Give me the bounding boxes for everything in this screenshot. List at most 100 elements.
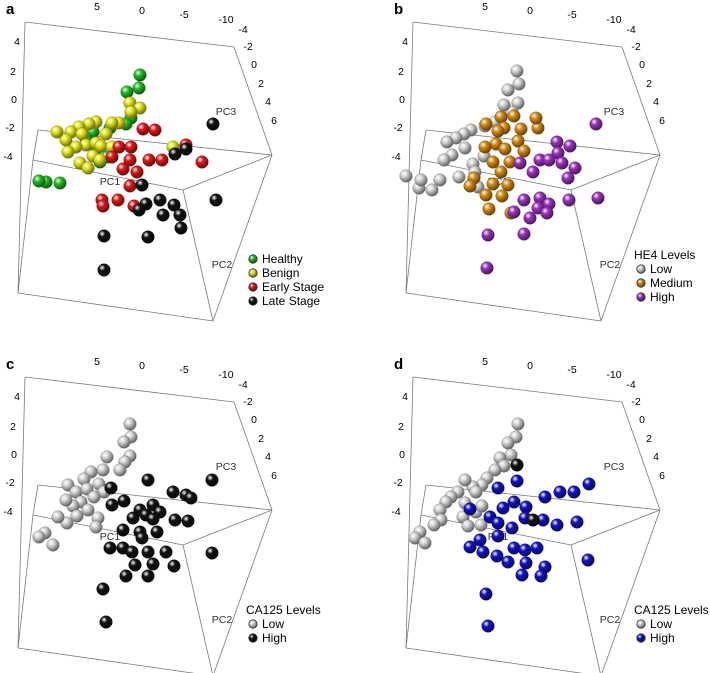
data-point [75, 127, 89, 141]
legend-label: Benign [262, 266, 299, 280]
data-point [117, 494, 131, 508]
data-point [507, 205, 521, 219]
top-tick-label: -10 [218, 14, 233, 26]
data-point [116, 523, 130, 537]
top-tick-label: 5 [482, 1, 488, 13]
legend-marker [248, 633, 258, 643]
data-point [60, 516, 74, 530]
left-tick-label: -4 [391, 151, 400, 163]
data-point [461, 519, 475, 533]
data-point [518, 543, 532, 557]
data-point [425, 183, 439, 197]
box-edge [17, 292, 214, 322]
legend-marker [248, 619, 258, 629]
axis-label-pc1: PC1 [100, 176, 121, 188]
data-point [486, 177, 500, 191]
right-tick-label: 2 [258, 78, 264, 90]
data-point [142, 153, 156, 167]
box-edge [182, 509, 273, 546]
right-tick-label: 6 [271, 470, 277, 482]
data-point [540, 206, 554, 220]
data-point [440, 135, 454, 149]
data-point [529, 111, 543, 125]
data-point [156, 208, 170, 222]
data-point [463, 540, 477, 554]
data-point [181, 514, 195, 528]
right-tick-label: -4 [238, 379, 247, 391]
data-point [591, 191, 605, 205]
left-tick-label: 4 [402, 36, 408, 48]
data-point [179, 142, 193, 156]
top-tick-label: 0 [139, 360, 145, 372]
legend-label: Healthy [262, 252, 303, 266]
data-point [135, 178, 149, 192]
data-point [501, 83, 515, 97]
data-point [589, 117, 603, 131]
right-tick-label: 6 [659, 115, 665, 127]
data-point [542, 153, 556, 167]
right-tick-label: 0 [251, 59, 257, 71]
box-edge [213, 509, 273, 673]
right-tick-label: 0 [639, 414, 645, 426]
data-point [510, 458, 524, 472]
points-layer [399, 64, 605, 275]
box-edge [601, 509, 661, 673]
data-point [97, 263, 111, 277]
data-point [146, 512, 160, 526]
box-edge [570, 544, 601, 673]
data-point [510, 64, 524, 78]
data-point [496, 501, 510, 515]
box-edge [412, 21, 623, 48]
left-tick-label: 4 [402, 391, 408, 403]
data-point [505, 521, 519, 535]
data-point [494, 165, 508, 179]
data-point [96, 463, 110, 477]
data-point [475, 499, 489, 513]
data-point [482, 202, 496, 216]
data-point [511, 417, 525, 431]
left-tick-label: -4 [391, 506, 400, 518]
box-edge [17, 21, 26, 294]
box-edge [570, 189, 602, 322]
data-point [61, 145, 75, 159]
box-frame [17, 376, 273, 673]
data-point [184, 491, 198, 505]
data-point [561, 171, 575, 185]
top-tick-label: -5 [179, 364, 188, 376]
box-edge [212, 154, 273, 322]
data-point [491, 124, 505, 138]
top-tick-label: -10 [218, 369, 233, 381]
data-point [120, 85, 134, 99]
data-point [116, 162, 130, 176]
legend-label: Early Stage [262, 280, 324, 294]
data-point [517, 227, 531, 241]
box-edge [405, 21, 414, 294]
legend-marker [248, 282, 258, 292]
data-point [141, 473, 155, 487]
data-point [511, 96, 525, 110]
top-tick-label: 5 [94, 1, 100, 13]
data-point [463, 179, 477, 193]
box-edge [24, 376, 235, 403]
box-edge [233, 401, 273, 511]
data-point [452, 170, 466, 184]
data-point [105, 116, 119, 130]
axis-label-pc2: PC2 [600, 614, 621, 626]
data-point [159, 545, 173, 559]
data-point [148, 123, 162, 137]
data-point [550, 135, 564, 149]
data-point [479, 188, 493, 202]
box-edge [17, 376, 26, 649]
data-point [141, 230, 155, 244]
data-point [476, 545, 490, 559]
top-tick-label: -10 [606, 14, 621, 26]
box-edge [420, 484, 427, 516]
box-edge [17, 647, 195, 673]
right-tick-label: 6 [659, 470, 665, 482]
legend-title: CA125 Levels [246, 603, 321, 617]
data-point [205, 546, 219, 560]
axis-label-pc3: PC3 [604, 106, 625, 118]
data-point [494, 110, 508, 124]
